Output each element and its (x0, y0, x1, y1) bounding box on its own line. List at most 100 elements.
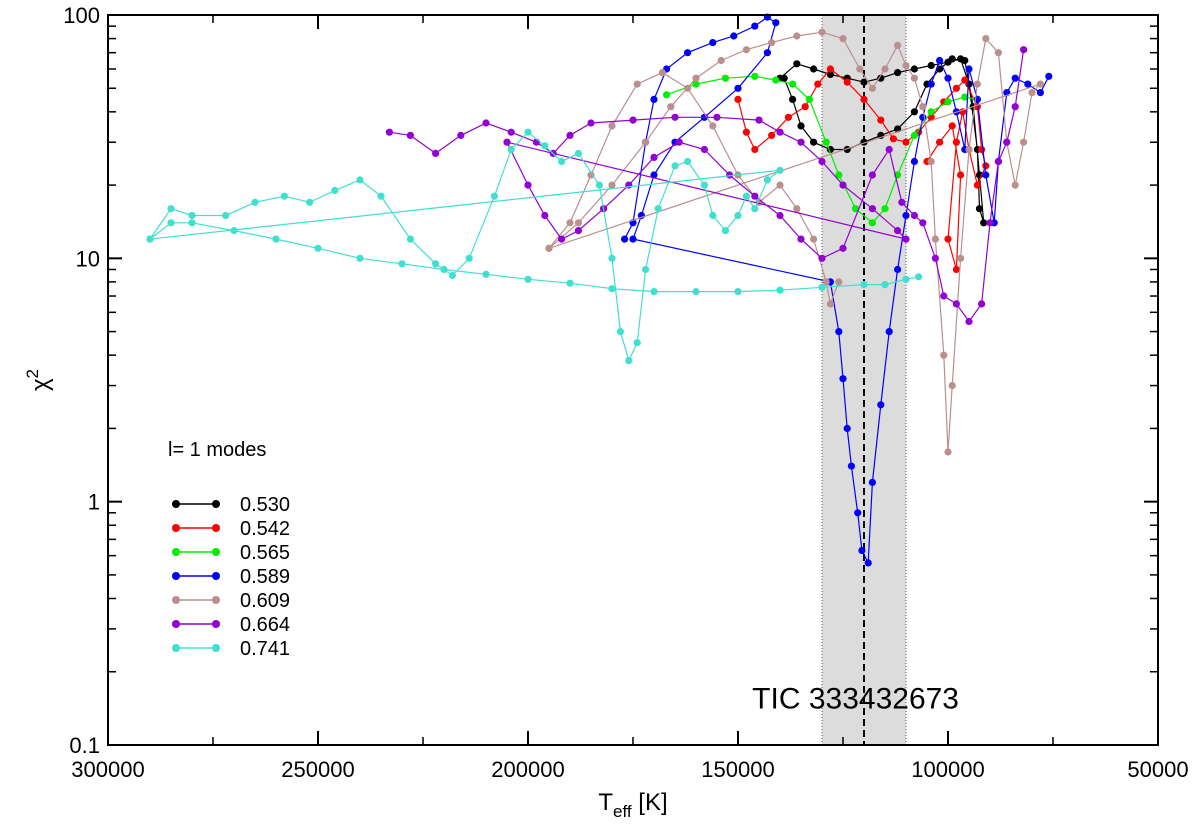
data-point (650, 95, 658, 103)
y-tick-label: 0.1 (69, 733, 100, 758)
data-point (877, 74, 885, 82)
data-point (1011, 74, 1019, 82)
data-point (919, 219, 927, 227)
data-point (826, 65, 835, 73)
data-point (356, 254, 364, 262)
data-point (667, 103, 675, 111)
legend-marker-left-0.589 (172, 572, 180, 580)
data-point (545, 244, 553, 252)
data-point (776, 286, 784, 294)
star-name-annotation: TIC 333432673 (752, 683, 959, 716)
data-point (587, 171, 595, 179)
data-point (957, 254, 965, 262)
legend-label-0.589: 0.589 (240, 566, 290, 588)
y-axis-superscript: 2 (23, 369, 42, 378)
legend-marker-right-0.589 (212, 572, 220, 580)
y-axis-title: χ2 (23, 369, 54, 391)
data-point (780, 74, 788, 82)
data-point (742, 192, 751, 200)
data-point (902, 275, 910, 283)
data-point (835, 171, 843, 179)
data-point (881, 205, 889, 213)
data-point (625, 357, 633, 365)
data-point (1011, 181, 1019, 189)
uncertainty-band-layer (821, 15, 907, 745)
data-point (898, 198, 906, 206)
data-point (982, 171, 990, 179)
data-point (763, 176, 772, 184)
data-point (982, 35, 990, 43)
data-point (654, 205, 662, 213)
data-point (314, 244, 322, 252)
data-point (944, 235, 952, 243)
data-point (587, 119, 595, 127)
data-point (835, 278, 843, 286)
data-point (558, 157, 566, 166)
data-point (541, 142, 549, 150)
data-point (793, 60, 801, 68)
data-point (927, 113, 935, 121)
data-point (709, 211, 717, 220)
data-point (902, 61, 910, 70)
data-point (629, 235, 637, 243)
data-point (482, 270, 490, 278)
data-point (973, 181, 982, 189)
data-point (167, 219, 175, 227)
data-point (986, 219, 994, 227)
legend-marker-right-0.741 (212, 644, 220, 652)
data-point (805, 95, 814, 103)
data-point (860, 95, 868, 103)
data-point (776, 166, 784, 174)
data-point (633, 339, 641, 347)
series-line (547, 31, 1041, 453)
data-point (385, 128, 393, 136)
y-tick-label: 100 (63, 3, 100, 28)
data-point (994, 49, 1003, 57)
data-point (839, 375, 847, 383)
data-point (629, 116, 637, 124)
data-point (940, 292, 948, 300)
data-point (663, 91, 671, 99)
data-point (751, 72, 759, 80)
data-point (868, 219, 877, 227)
data-point (700, 145, 709, 154)
series-0.565 (663, 72, 982, 227)
data-point (230, 227, 238, 235)
legend-marker-right-0.542 (212, 524, 220, 532)
data-point (952, 138, 961, 146)
data-point (919, 103, 927, 111)
data-point (763, 49, 772, 57)
data-point (839, 35, 847, 43)
data-point (717, 56, 725, 65)
data-point (975, 205, 984, 213)
data-point (948, 55, 956, 63)
data-point (280, 192, 288, 200)
data-point (306, 198, 314, 206)
data-point (726, 171, 734, 179)
data-point (734, 288, 742, 296)
data-point (902, 235, 910, 243)
data-point (608, 181, 616, 189)
data-point (684, 84, 692, 92)
data-point (490, 192, 498, 200)
series-0.542 (734, 65, 990, 274)
data-point (440, 265, 448, 274)
data-point (931, 235, 940, 243)
data-point (768, 39, 776, 47)
data-point (751, 192, 759, 200)
data-point (188, 211, 196, 220)
data-point (658, 69, 667, 77)
data-point (877, 116, 885, 124)
data-point (1020, 138, 1028, 146)
x-tick-label: 100000 (911, 757, 984, 782)
x-tick-label: 50000 (1127, 757, 1188, 782)
data-point (356, 176, 364, 184)
data-point (810, 235, 818, 243)
data-point (789, 80, 797, 88)
data-point (633, 80, 641, 88)
data-point (826, 70, 835, 78)
data-point (1028, 89, 1036, 97)
data-point (927, 80, 935, 88)
data-point (952, 265, 961, 274)
data-point (965, 145, 973, 154)
